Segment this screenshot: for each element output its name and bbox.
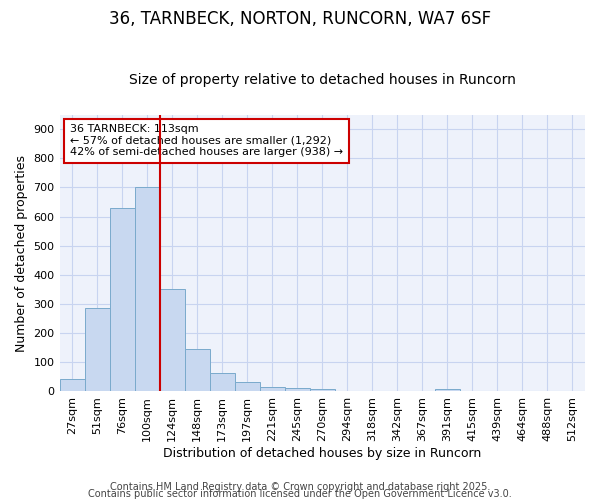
Text: Contains public sector information licensed under the Open Government Licence v3: Contains public sector information licen… <box>88 489 512 499</box>
Bar <box>310 388 335 392</box>
Bar <box>285 388 310 392</box>
Text: 36 TARNBECK: 113sqm
← 57% of detached houses are smaller (1,292)
42% of semi-det: 36 TARNBECK: 113sqm ← 57% of detached ho… <box>70 124 343 158</box>
Bar <box>110 208 134 392</box>
Bar <box>235 382 260 392</box>
Bar <box>435 389 460 392</box>
Bar <box>185 349 209 392</box>
Bar <box>209 372 235 392</box>
Bar <box>160 290 185 392</box>
Bar <box>134 188 160 392</box>
Text: 36, TARNBECK, NORTON, RUNCORN, WA7 6SF: 36, TARNBECK, NORTON, RUNCORN, WA7 6SF <box>109 10 491 28</box>
Bar <box>260 387 285 392</box>
X-axis label: Distribution of detached houses by size in Runcorn: Distribution of detached houses by size … <box>163 447 481 460</box>
Title: Size of property relative to detached houses in Runcorn: Size of property relative to detached ho… <box>129 73 516 87</box>
Bar <box>85 308 110 392</box>
Y-axis label: Number of detached properties: Number of detached properties <box>15 154 28 352</box>
Bar <box>59 379 85 392</box>
Text: Contains HM Land Registry data © Crown copyright and database right 2025.: Contains HM Land Registry data © Crown c… <box>110 482 490 492</box>
